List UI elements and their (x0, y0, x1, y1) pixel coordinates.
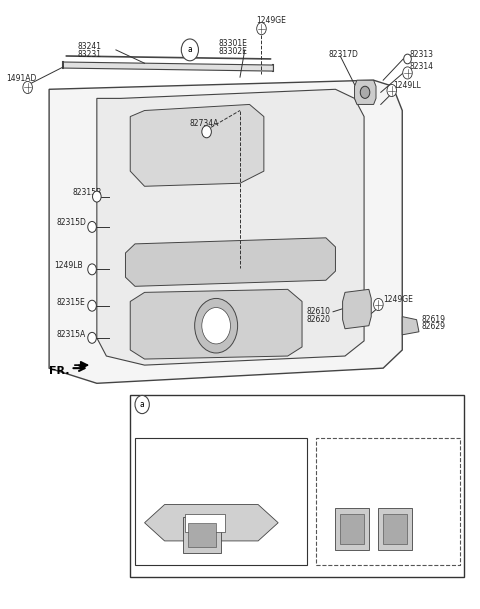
Text: 82610: 82610 (307, 308, 331, 316)
Circle shape (88, 222, 96, 233)
Text: 83302E: 83302E (218, 48, 247, 56)
Polygon shape (125, 238, 336, 286)
Text: 82313: 82313 (409, 50, 433, 59)
Text: 82315E: 82315E (56, 298, 85, 307)
Bar (336, 507, 369, 550)
Circle shape (387, 85, 396, 97)
Polygon shape (130, 105, 264, 186)
Polygon shape (402, 317, 419, 335)
Circle shape (88, 264, 96, 275)
Circle shape (181, 39, 199, 61)
Text: FR.: FR. (49, 366, 70, 376)
Text: 93580R: 93580R (164, 423, 193, 431)
Text: 82317D: 82317D (328, 50, 358, 59)
FancyBboxPatch shape (135, 438, 307, 565)
Text: a: a (188, 46, 192, 54)
Text: 82314: 82314 (409, 62, 433, 71)
Text: 82734A: 82734A (190, 119, 219, 128)
Text: 1249LB: 1249LB (54, 261, 83, 270)
Circle shape (23, 82, 33, 94)
Bar (383, 513, 407, 544)
Circle shape (373, 298, 383, 311)
Circle shape (135, 395, 149, 414)
Text: 82315B: 82315B (72, 188, 101, 197)
Polygon shape (49, 80, 402, 383)
Text: a: a (140, 400, 144, 409)
Polygon shape (355, 80, 376, 105)
Text: 83231: 83231 (78, 50, 102, 59)
Polygon shape (63, 62, 274, 71)
Text: 93581F: 93581F (350, 555, 378, 563)
Text: 82315D: 82315D (56, 218, 86, 227)
Text: 82619: 82619 (421, 315, 445, 324)
Polygon shape (144, 504, 278, 541)
Text: 93580L: 93580L (164, 415, 192, 424)
Text: 82629: 82629 (421, 322, 445, 331)
Text: 1249LL: 1249LL (393, 80, 420, 90)
Circle shape (88, 333, 96, 343)
Text: (W/SEAT WARMER: (W/SEAT WARMER (321, 443, 390, 451)
Text: (HEATER)-ON/OFF): (HEATER)-ON/OFF) (321, 450, 392, 459)
Text: 1249GE: 1249GE (257, 16, 287, 26)
Text: 82315A: 82315A (56, 330, 85, 339)
Bar (183, 516, 221, 553)
Circle shape (403, 67, 412, 79)
Text: 93582B: 93582B (140, 447, 169, 456)
Polygon shape (130, 289, 302, 359)
Bar (340, 513, 364, 544)
Text: 82620: 82620 (307, 315, 331, 323)
Polygon shape (97, 90, 364, 365)
Circle shape (404, 54, 411, 64)
Text: 93581F: 93581F (159, 558, 187, 566)
Circle shape (195, 298, 238, 353)
Bar (185, 513, 225, 532)
Bar (378, 507, 412, 550)
Bar (188, 523, 216, 547)
Circle shape (202, 125, 211, 138)
Polygon shape (343, 289, 371, 329)
Text: 93582A: 93582A (140, 440, 169, 448)
Text: 93752: 93752 (326, 561, 350, 569)
Text: 83301E: 83301E (218, 40, 247, 48)
Circle shape (93, 191, 101, 202)
Text: 1491AD: 1491AD (6, 74, 36, 83)
Text: 83241: 83241 (78, 43, 102, 51)
Circle shape (88, 300, 96, 311)
Circle shape (202, 308, 230, 344)
Text: 1249GE: 1249GE (383, 295, 413, 304)
FancyBboxPatch shape (130, 395, 464, 577)
Circle shape (360, 86, 370, 99)
Circle shape (257, 23, 266, 35)
